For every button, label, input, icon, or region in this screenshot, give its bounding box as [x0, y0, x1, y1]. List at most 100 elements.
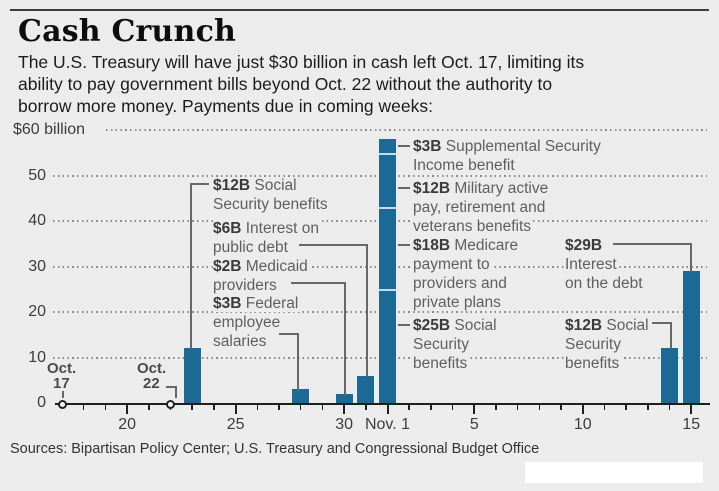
x-tick-day-19 [473, 405, 476, 414]
chart-subtitle: The U.S. Treasury will have just $30 bil… [18, 51, 584, 117]
y-axis-top-label: $60 billion [13, 121, 86, 138]
x-tick-day-4 [148, 405, 150, 410]
x-tick-day-6 [191, 405, 193, 410]
x-tick-day-24 [581, 405, 584, 414]
x-tick-day-18 [451, 405, 454, 410]
annotation-line: private plans [413, 294, 503, 311]
x-tick-day-7 [213, 405, 215, 410]
x-tick-day-13 [343, 405, 346, 414]
y-tick-label-20: 20 [28, 303, 46, 320]
annotation-line: veterans benefits [413, 218, 534, 235]
y-tick-label-50: 50 [28, 166, 46, 184]
x-tick-day-15 [386, 405, 389, 414]
y-tick-label-0: 0 [37, 394, 46, 411]
marker-circle-22 [166, 399, 175, 409]
x-tick-day-21 [516, 405, 519, 410]
annotation-ssi3: $3B Supplemental Security Income benefit [413, 137, 603, 175]
bar-nov-1 [379, 139, 396, 403]
annotation-leader-ss12-0 [190, 183, 209, 185]
marker-connector-22-1 [175, 386, 177, 398]
annotation-line: $6B Interest on [213, 220, 321, 237]
watermark-box [525, 462, 703, 483]
x-tick-day-16 [408, 405, 410, 410]
annotation-ss12: $12B Social Security benefits [213, 176, 330, 214]
x-tick-day-27 [647, 405, 649, 410]
annotation-line: $3B Supplemental Security [413, 138, 603, 155]
annotation-line: Interest [565, 256, 619, 273]
marker-label-22: Oct. 22 [137, 361, 166, 391]
x-tick-label-25: 25 [226, 416, 245, 433]
annotation-line: benefits [565, 355, 622, 372]
annotation-line: Security [413, 336, 471, 353]
annotation-line: $12B Social [213, 177, 299, 194]
x-tick-day-9 [256, 405, 259, 410]
marker-day: 17 [53, 375, 70, 392]
marker-connector-17-0 [62, 391, 64, 398]
annotation-line: $29B [565, 237, 605, 254]
subtitle-line-2: ability to pay government bills beyond O… [18, 74, 553, 94]
bar-nov-1-segment-divider-1 [379, 289, 396, 292]
bar-oct-28 [292, 389, 310, 403]
annotation-leader-ss12b-1 [670, 322, 672, 349]
annotation-line: public debt [213, 239, 290, 256]
x-tick-label-20: 20 [118, 416, 136, 433]
x-tick-day-8 [234, 405, 237, 414]
x-tick-label-15: 15 [682, 416, 701, 433]
annotation-leader-ss12-1 [190, 183, 192, 349]
annotation-int29: $29B Interest on the debt [565, 236, 645, 293]
annotation-int6: $6B Interest on public debt [213, 219, 321, 257]
x-tick-day-17 [430, 405, 432, 410]
x-tick-day-20 [495, 405, 497, 410]
sources-note: Sources: Bipartisan Policy Center; U.S. … [10, 441, 540, 457]
annotation-line: payment to [413, 256, 492, 273]
chart-title: Cash Crunch [18, 14, 237, 49]
y-tick-label-30: 30 [28, 257, 46, 275]
annotation-leader-int6-0 [299, 244, 366, 246]
x-tick-day-26 [625, 405, 627, 410]
annotation-mil12: $12B Military active pay, retirement and v… [413, 179, 551, 236]
annotation-medc18: $18B Medicare payment to providers and priv… [413, 236, 521, 312]
bar-nov-14 [661, 348, 679, 403]
annotation-line: $3B Federal [213, 295, 301, 312]
x-tick-label-10: 10 [573, 416, 592, 433]
annotation-med2: $2B Medicaid providers [213, 257, 310, 295]
annotation-leader-medc18-0 [398, 244, 410, 246]
annotation-leader-int29-0 [613, 243, 690, 245]
annotation-line: $18B Medicare [413, 237, 521, 254]
annotation-line: $2B Medicaid [213, 258, 310, 275]
annotation-ss25: $25B Social Security benefits [413, 316, 499, 373]
subtitle-line-1: The U.S. Treasury will have just $30 bil… [18, 52, 585, 72]
y-tick-label-40: 40 [28, 212, 46, 229]
x-tick-day-10 [278, 405, 280, 410]
x-tick-day-25 [603, 405, 606, 410]
annotation-leader-mil12-0 [398, 187, 410, 189]
x-tick-day-29 [690, 405, 693, 414]
marker-circle-17 [57, 399, 67, 409]
annotation-leader-ss25-0 [398, 324, 410, 326]
x-axis-line [55, 403, 710, 405]
annotation-line: providers [213, 277, 279, 294]
bar-oct-30 [335, 393, 353, 403]
annotation-ss12b: $12B Social Security benefits [565, 316, 651, 373]
x-tick-label-5: 5 [469, 416, 479, 433]
annotation-leader-ssi3-0 [398, 145, 410, 147]
bar-oct-31 [357, 375, 375, 403]
annotation-line: $12B Military active [413, 180, 551, 197]
x-tick-day-12 [321, 405, 324, 410]
x-tick-day-1 [82, 405, 85, 410]
annotation-line: benefits [413, 355, 470, 372]
bar-nov-15 [682, 271, 700, 403]
subtitle-line-3: borrow more money. Payments due in comin… [18, 96, 433, 116]
annotation-line: on the debt [565, 275, 645, 292]
gridline-60 [106, 129, 707, 131]
annotation-leader-med2-0 [291, 282, 344, 284]
annotation-leader-int29-1 [690, 243, 692, 272]
bar-nov-1-segment-divider-2 [379, 207, 396, 210]
annotation-line: Income benefit [413, 157, 517, 174]
annotation-line: providers and [413, 275, 509, 292]
annotation-line: Security [565, 336, 623, 353]
annotation-line: $25B Social [413, 317, 499, 334]
x-tick-day-11 [299, 405, 302, 410]
